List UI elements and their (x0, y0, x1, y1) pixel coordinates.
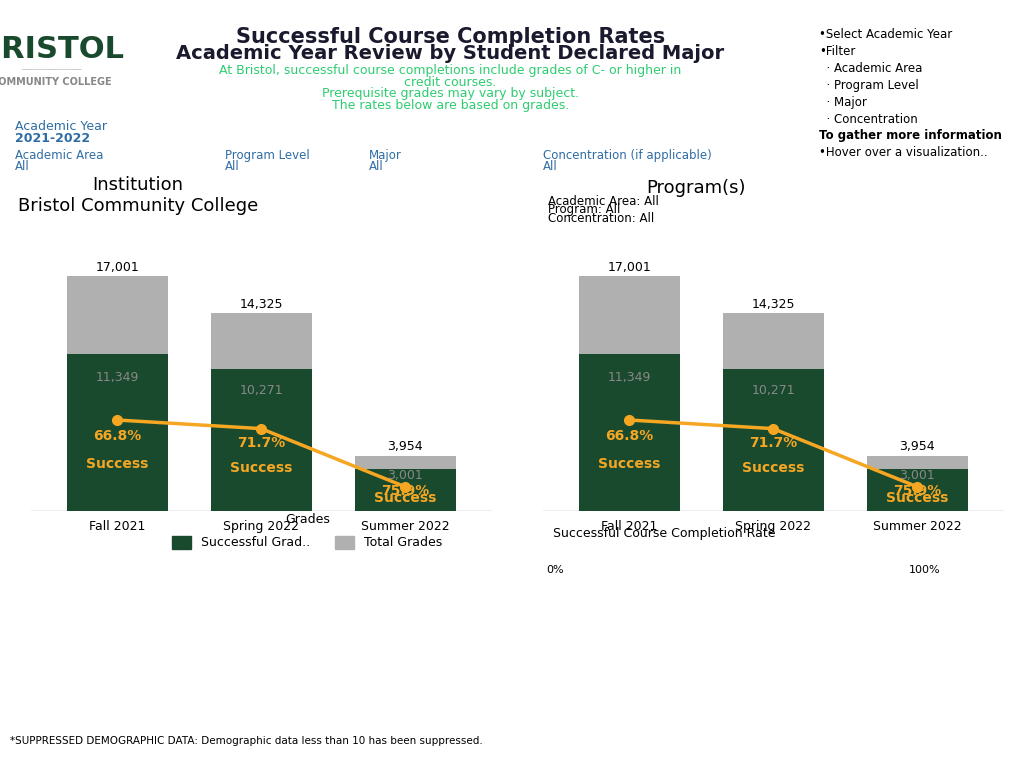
Text: 10,271: 10,271 (240, 384, 283, 397)
Text: Institution
Bristol Community College: Institution Bristol Community College (18, 177, 258, 215)
Text: Successful Course Completion Rate: Successful Course Completion Rate (553, 528, 775, 540)
Text: BRISTOL: BRISTOL (0, 35, 124, 65)
Text: Success: Success (374, 492, 436, 505)
Text: 100%: 100% (909, 564, 941, 575)
Text: 17,001: 17,001 (95, 260, 139, 273)
Text: Download PDF: Download PDF (860, 737, 973, 752)
Text: Fall 2021: Fall 2021 (601, 521, 657, 533)
Text: ─────────: ───────── (20, 64, 82, 74)
Text: 14,325: 14,325 (240, 297, 283, 310)
Text: All: All (225, 161, 240, 173)
Text: Concentration (if applicable): Concentration (if applicable) (543, 149, 712, 161)
Text: Academic Year Review by Student Declared Major: Academic Year Review by Student Declared… (176, 45, 725, 63)
Bar (67, 354, 168, 511)
Text: Academic Area: All: Academic Area: All (548, 195, 658, 207)
Text: All: All (543, 161, 557, 173)
Text: To gather more information: To gather more information (819, 130, 1002, 142)
Text: 10,271: 10,271 (752, 384, 795, 397)
Text: 17,001: 17,001 (607, 260, 651, 273)
Text: credit courses.: credit courses. (404, 76, 497, 88)
Bar (354, 469, 456, 511)
Text: Program: All: Program: All (548, 204, 621, 216)
Text: 3,001: 3,001 (899, 469, 935, 482)
Text: At Bristol, successful course completions include grades of C- or higher in: At Bristol, successful course completion… (219, 65, 682, 77)
Text: Summer 2022: Summer 2022 (360, 521, 450, 533)
Legend: Successful Grad.., Total Grades: Successful Grad.., Total Grades (167, 531, 447, 554)
Text: COMMUNITY COLLEGE: COMMUNITY COLLEGE (0, 77, 112, 88)
Text: Spring 2022: Spring 2022 (735, 521, 811, 533)
Text: 14,325: 14,325 (752, 297, 795, 310)
Text: Success: Success (598, 457, 660, 471)
Text: 66.8%: 66.8% (605, 429, 653, 442)
Text: •Select Academic Year: •Select Academic Year (819, 28, 952, 41)
Text: Academic Area: Academic Area (15, 149, 103, 161)
Text: 71.7%: 71.7% (749, 435, 798, 450)
Text: 3,954: 3,954 (387, 441, 423, 453)
Text: Major: Major (369, 149, 401, 161)
Text: Fall 2021: Fall 2021 (89, 521, 145, 533)
Text: 75.9%: 75.9% (893, 484, 941, 498)
Text: Program Level: Program Level (225, 149, 310, 161)
Text: Success: Success (886, 492, 948, 505)
Text: 0%: 0% (546, 564, 563, 575)
Text: •Filter: •Filter (819, 45, 856, 58)
Bar (866, 456, 968, 511)
Text: 11,349: 11,349 (607, 371, 651, 384)
Text: All: All (369, 161, 383, 173)
Text: *SUPPRESSED DEMOGRAPHIC DATA: Demographic data less than 10 has been suppressed.: *SUPPRESSED DEMOGRAPHIC DATA: Demographi… (10, 736, 483, 746)
Text: Summer 2022: Summer 2022 (872, 521, 962, 533)
Text: Concentration: All: Concentration: All (548, 212, 654, 224)
Bar (211, 313, 311, 511)
Text: Data Request: Data Request (669, 737, 775, 752)
Text: Academic Year: Academic Year (15, 121, 108, 133)
Text: · Program Level: · Program Level (819, 79, 919, 91)
Text: · Concentration: · Concentration (819, 113, 918, 125)
Text: Prerequisite grades may vary by subject.: Prerequisite grades may vary by subject. (322, 88, 580, 100)
Text: All: All (15, 161, 30, 173)
Text: Program(s): Program(s) (646, 179, 746, 197)
Text: 3,954: 3,954 (899, 441, 935, 453)
Text: 3,001: 3,001 (387, 469, 423, 482)
Text: Success: Success (742, 462, 804, 475)
Bar (67, 276, 168, 511)
Text: Successful Course Completion Rates: Successful Course Completion Rates (236, 27, 666, 47)
Text: Grades: Grades (285, 513, 330, 525)
Text: 71.7%: 71.7% (237, 435, 286, 450)
Bar (354, 456, 456, 511)
Text: · Academic Area: · Academic Area (819, 62, 923, 74)
Text: Success: Success (230, 462, 292, 475)
Text: •Hover over a visualization..: •Hover over a visualization.. (819, 147, 988, 159)
Bar (579, 354, 680, 511)
Text: The rates below are based on grades.: The rates below are based on grades. (332, 99, 569, 111)
Bar (866, 469, 968, 511)
Bar (579, 276, 680, 511)
Text: Success: Success (86, 457, 148, 471)
Bar (211, 369, 311, 511)
Text: Spring 2022: Spring 2022 (223, 521, 299, 533)
Text: 66.8%: 66.8% (93, 429, 141, 442)
Bar (723, 369, 823, 511)
Bar (723, 313, 823, 511)
Text: 2021-2022: 2021-2022 (15, 132, 90, 144)
Text: 75.9%: 75.9% (381, 484, 429, 498)
Text: 11,349: 11,349 (95, 371, 139, 384)
Text: · Major: · Major (819, 96, 867, 108)
